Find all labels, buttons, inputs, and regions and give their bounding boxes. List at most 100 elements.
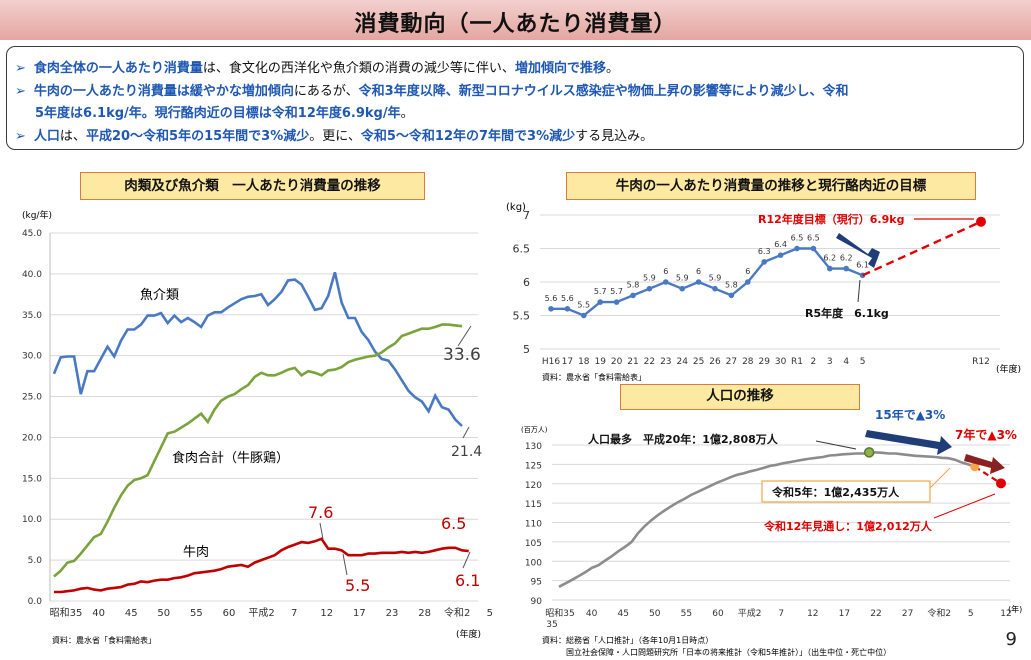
x-tick-label: 60 [223,608,236,619]
y-tick-label: 30.0 [22,352,42,362]
x-tick-label: R12 [972,357,990,367]
x-tick-label: 60 [712,609,724,619]
y-tick-label: 10.0 [22,515,42,525]
series-line-2 [54,537,469,594]
summary-segment: 食肉全体の一人あたり消費量 [33,61,203,76]
y-tick-label: 120 [525,481,542,491]
arrow-icon [964,454,1005,474]
data-point [761,259,767,265]
summary-segment: 増加傾向で推移 [514,61,606,76]
annotation-21.4: 21.4 [451,444,482,460]
x-tick-label: 3 [827,357,833,367]
y-tick-label: 40.0 [22,270,42,280]
x-tick-label: 令和2 [444,606,470,619]
arrow-icon [865,430,952,455]
x-tick-label: 24 [676,357,688,367]
data-label: 6.4 [774,240,787,249]
y-axis-label: (kg/年) [22,209,52,221]
x-tick-label: 7 [291,608,297,619]
x-tick-label: 7 [778,609,784,619]
y-tick-label: 90 [531,597,543,607]
x-tick-label: 22 [870,609,881,619]
x-tick-label: H16 [542,357,560,367]
x-axis-label: (年度) [996,363,1021,375]
target-point [976,216,986,227]
x-tick-label: 平成2 [738,607,762,619]
x-tick-label: 50 [649,609,661,619]
x-tick-label: 昭和35 [545,608,574,619]
summary-segment: する見込み。 [575,129,654,144]
chart2-title: 牛肉の一人あたり消費量の推移と現行酪肉近の目標 [566,172,976,200]
x-tick-label: 2 [811,357,817,367]
x-tick-label: 30 [775,357,787,367]
x-tick-label: 12 [1000,609,1011,619]
x-tick-label: 23 [386,608,399,619]
title-bar: 消費動向（一人あたり消費量） [0,0,1031,40]
x-tick-label: 45 [125,608,138,619]
r5-label: 令和5年：1億2,435万人 [771,485,900,499]
summary-segment: 。 [605,61,619,76]
arrow-icon: ➢ [15,84,26,99]
y-tick-label: 5 [523,343,530,356]
x-tick-label: R1 [791,357,803,367]
summary-segment: 人口 [33,129,60,144]
data-label: 6.2 [823,254,836,263]
x-axis-label: (年度) [456,628,481,640]
x-tick-label: 令和2 [927,607,951,619]
annotation-leader [462,551,471,569]
data-point [564,306,571,312]
y-tick-label: 5.0 [28,556,43,566]
summary-segment: 。 [400,106,414,121]
r12-point [996,478,1006,489]
annotation-leader [457,325,472,347]
series-line-population [558,451,976,588]
y-tick-label: 0.0 [28,597,43,607]
data-point [745,279,751,285]
data-label: 6.5 [807,234,820,243]
decline-label-1: 15年で▲3% [875,410,945,422]
x-tick-label: 27 [902,609,913,619]
y-tick-label: 115 [525,500,542,510]
x-tick-label: 17 [562,357,573,367]
source-note: 資料：農水省「食料需給表」 [52,635,156,645]
summary-segment: にあるが、 [293,84,359,99]
y-tick-label: 15.0 [22,474,42,484]
x-tick-label: 12 [320,608,333,619]
data-point [728,292,735,299]
annotation-5.5: 5.5 [345,576,370,595]
source-note-1: 資料：総務省「人口推計」（各年10月1日時点） [542,635,713,645]
source-note: 資料：農水省「食料需給表」 [542,372,646,382]
x-tick-label: 平成2 [248,607,274,619]
summary-text-2: 牛肉の一人あたり消費量は緩やかな増加傾向にあるが、令和3年度以降、新型コロナウイ… [34,84,849,99]
x-tick-label: 55 [681,609,692,619]
data-point [810,245,817,252]
x-tick-label: 20 [611,357,623,367]
data-point [777,252,784,258]
x-tick-label: 25 [693,357,704,367]
chart1-title: 肉類及び魚介類 一人あたり消費量の推移 [80,172,425,200]
data-label: 5.9 [643,274,656,283]
data-label: 6 [663,267,668,276]
x-tick-label: 28 [742,357,754,367]
summary-segment: 平成20～令和5年の15年間で3%減少 [85,129,310,144]
y-tick-label: 100 [525,558,542,568]
source-note-2: 国立社会保障・人口問題研究所「日本の将来推計（令和5年推計）」（出生中位・死亡中… [566,647,891,657]
data-point [679,285,685,292]
x-tick-label: 40 [586,609,598,619]
x-tick-label: 18 [578,357,590,367]
data-label: 6.1 [856,260,869,269]
r12-leader [933,493,996,519]
x-tick-label: 45 [617,609,628,619]
x-tick-label: 4 [843,357,849,367]
data-label: 5.9 [709,274,722,283]
arrow-icon: ➢ [15,129,26,144]
x-tick-label: 17 [839,609,850,619]
data-label: 5.7 [610,287,623,296]
data-point [630,292,636,299]
r5-point [970,462,980,472]
data-label: 6.2 [840,254,853,263]
data-point [663,279,669,285]
annotation-leader [462,426,470,439]
